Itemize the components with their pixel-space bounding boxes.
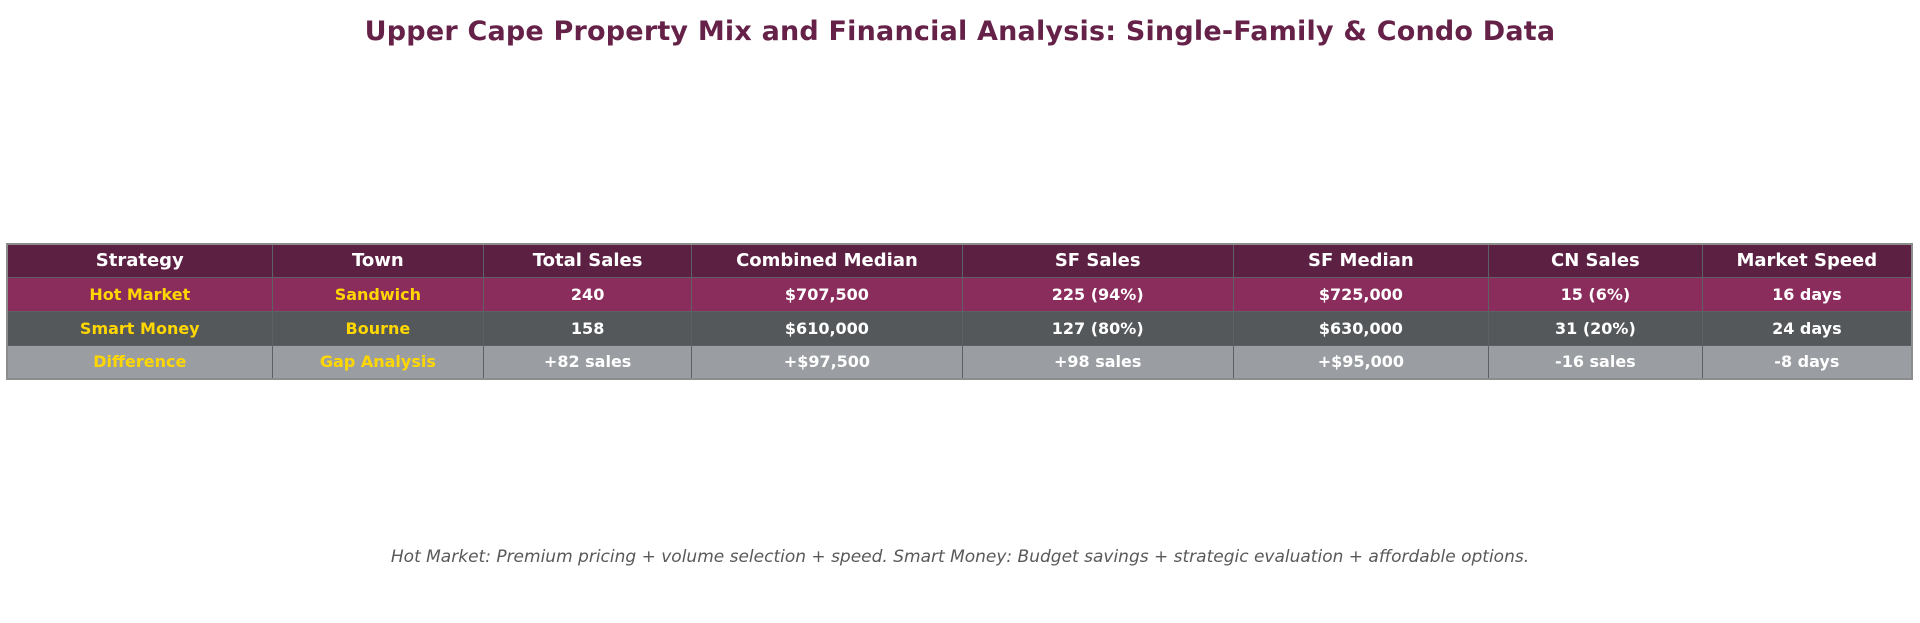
cell-smart-money-town: Bourne xyxy=(271,310,485,346)
cell-hot-market-town: Sandwich xyxy=(271,276,485,312)
cell-hot-market-total-sales: 240 xyxy=(483,276,693,312)
cell-difference-market-speed: -8 days xyxy=(1701,344,1913,380)
cell-smart-money-sf-sales: 127 (80%) xyxy=(961,310,1234,346)
footnote: Hot Market: Premium pricing + volume sel… xyxy=(390,547,1530,567)
cell-smart-money-sf-median: $630,000 xyxy=(1232,310,1490,346)
column-header-town: Town xyxy=(271,243,485,278)
cell-smart-money-combined-median: $610,000 xyxy=(691,310,963,346)
cell-smart-money-cn-sales: 31 (20%) xyxy=(1488,310,1703,346)
cell-hot-market-sf-sales: 225 (94%) xyxy=(961,276,1234,312)
table-header: Strategy Town Total Sales Combined Median SF… xyxy=(6,243,1913,278)
cell-difference-strategy: Difference xyxy=(6,344,273,380)
cell-difference-town: Gap Analysis xyxy=(271,344,485,380)
column-header-strategy: Strategy xyxy=(6,243,273,278)
cell-difference-combined-median: +$97,500 xyxy=(691,344,963,380)
property-analysis-table: Strategy Town Total Sales Combined Median SF… xyxy=(6,243,1913,380)
cell-hot-market-strategy: Hot Market xyxy=(6,276,273,312)
column-header-combined-median: Combined Median xyxy=(691,243,963,278)
table-row-smart-money: Smart Money Bourne 158 $610,000 127 (80%) $63… xyxy=(6,310,1913,346)
cell-hot-market-sf-median: $725,000 xyxy=(1232,276,1490,312)
page-title: Upper Cape Property Mix and Financial An… xyxy=(364,16,1556,47)
cell-smart-money-total-sales: 158 xyxy=(483,310,693,346)
table-row-hot-market: Hot Market Sandwich 240 $707,500 225 (94%) $7… xyxy=(6,276,1913,312)
cell-hot-market-cn-sales: 15 (6%) xyxy=(1488,276,1703,312)
table-body: Hot Market Sandwich 240 $707,500 225 (94%) $7… xyxy=(6,276,1913,380)
column-header-total-sales: Total Sales xyxy=(483,243,693,278)
cell-smart-money-market-speed: 24 days xyxy=(1701,310,1913,346)
column-header-market-speed: Market Speed xyxy=(1701,243,1913,278)
column-header-sf-sales: SF Sales xyxy=(961,243,1234,278)
column-header-sf-median: SF Median xyxy=(1232,243,1490,278)
cell-difference-sf-sales: +98 sales xyxy=(961,344,1234,380)
column-header-cn-sales: CN Sales xyxy=(1488,243,1703,278)
cell-hot-market-combined-median: $707,500 xyxy=(691,276,963,312)
cell-difference-total-sales: +82 sales xyxy=(483,344,693,380)
cell-difference-cn-sales: -16 sales xyxy=(1488,344,1703,380)
cell-smart-money-strategy: Smart Money xyxy=(6,310,273,346)
cell-hot-market-market-speed: 16 days xyxy=(1701,276,1913,312)
cell-difference-sf-median: +$95,000 xyxy=(1232,344,1490,380)
header-row: Strategy Town Total Sales Combined Median SF… xyxy=(6,243,1913,278)
table-row-difference: Difference Gap Analysis +82 sales +$97,500 +… xyxy=(6,344,1913,380)
